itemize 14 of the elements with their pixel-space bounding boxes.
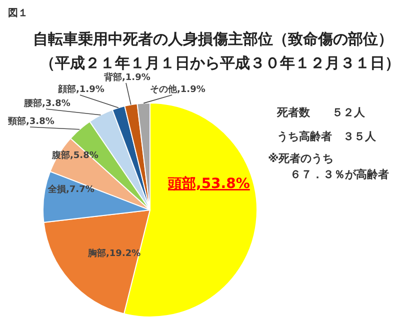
text: うち高齢者 ３５人 [277, 130, 377, 143]
chart-title: 自転車乗用中死者の人身損傷主部位（致命傷の部位） [33, 30, 393, 48]
slice-label: 腰部,3.8% [23, 98, 70, 109]
slice-label: 全損,7.7% [47, 184, 94, 195]
text: ６７．３％が高齢者 [290, 168, 389, 181]
text: 死者数 ５２人 [276, 106, 366, 119]
caption: 図１ [8, 8, 28, 19]
slice-label: 頭部,53.8% [167, 175, 250, 192]
slice-label: 顔部,1.9% [57, 84, 104, 95]
chart-subtitle: （平成２１年１月１日から平成３０年１２月３１日） [40, 54, 400, 72]
slice-label: その他,1.9% [150, 84, 206, 95]
slice-label: 頸部,3.8% [7, 116, 54, 127]
slice-label: 背部,1.9% [103, 72, 150, 83]
text: ※死者のうち [268, 152, 334, 165]
